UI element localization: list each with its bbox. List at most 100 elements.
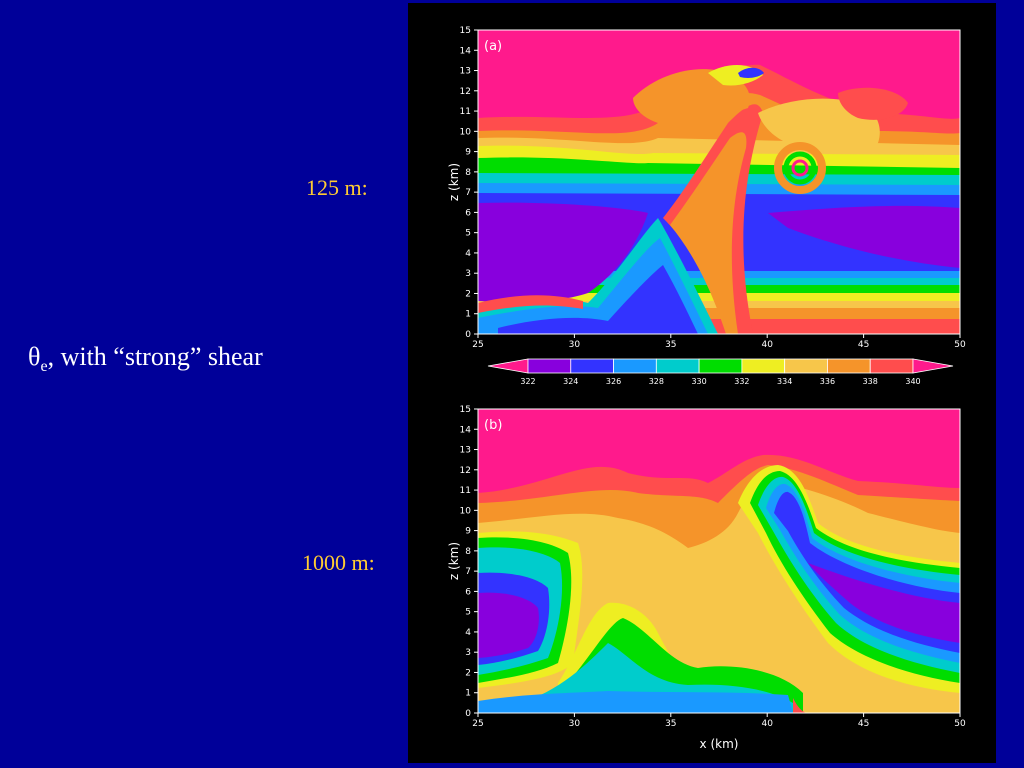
panel-a-frame [477, 29, 961, 335]
colorbar-tick-label: 322 [520, 377, 535, 386]
panel-b-label: (b) [484, 418, 502, 433]
colorbar-max-arrow [912, 358, 954, 374]
swirl-outer [774, 142, 826, 194]
ytick-label: 13 [460, 67, 471, 77]
xtick-label: 45 [858, 340, 869, 350]
colorbar-tick-label: 340 [905, 377, 920, 386]
ytick-label: 12 [460, 466, 471, 476]
panel-b-xticks: 25 30 35 40 45 50 [472, 713, 966, 729]
ytick-label: 10 [460, 127, 472, 137]
ytick-label: 3 [465, 648, 471, 658]
xtick-label: 45 [858, 719, 869, 729]
xtick-label: 35 [665, 719, 676, 729]
panel-b-ylabel: z (km) [447, 542, 461, 580]
colorbar-tick-label: 334 [777, 377, 792, 386]
ytick-label: 1 [465, 310, 471, 320]
field-a-updraft-orange [670, 132, 747, 334]
ytick-label: 11 [460, 486, 471, 496]
field-b-right-purple [808, 563, 960, 643]
ytick-label: 4 [465, 249, 471, 259]
slide-title: θe, with “strong” shear [28, 342, 263, 376]
colorbar-segment [613, 358, 657, 374]
field-b-left-purple [478, 592, 539, 658]
colorbar-segment [827, 358, 871, 374]
ytick-label: 12 [460, 87, 471, 97]
ytick-label: 2 [465, 289, 471, 299]
field-b-surface-lightblue [478, 691, 793, 713]
panel-b-xlabel: x (km) [700, 737, 739, 751]
field-a-anvil-blue [738, 67, 764, 78]
ytick-label: 10 [460, 506, 472, 516]
ytick-label: 13 [460, 446, 471, 456]
ytick-label: 15 [460, 405, 471, 415]
field-a-purple [478, 202, 960, 303]
ytick-label: 5 [465, 608, 471, 618]
colorbar-tick-label: 328 [649, 377, 664, 386]
colorbar-tick-label: 326 [606, 377, 621, 386]
colorbar-segment [655, 358, 700, 374]
field-b-bottom-red [793, 698, 808, 713]
label-1000m: 1000 m: [302, 550, 375, 575]
theta-symbol: θ [28, 342, 41, 371]
ytick-label: 8 [465, 168, 471, 178]
colorbar-tick-label: 336 [820, 377, 835, 386]
field-a-surface-red [478, 295, 583, 313]
ytick-label: 6 [465, 587, 471, 597]
panel-a-xticks: 25 30 35 40 45 50 [472, 334, 966, 350]
xtick-label: 40 [761, 719, 773, 729]
field-a-anvil-red [838, 87, 908, 120]
field-a-plume-blue [498, 265, 698, 334]
ytick-label: 6 [465, 208, 471, 218]
colorbar-tick-label: 332 [734, 377, 749, 386]
colorbar: 322 324 326 328 330 332 334 336 338 340 [487, 358, 954, 386]
ytick-label: 5 [465, 229, 471, 239]
ytick-label: 14 [460, 46, 472, 56]
colorbar-segment [527, 358, 572, 374]
panel-a-label: (a) [484, 39, 502, 54]
ytick-label: 7 [465, 188, 471, 198]
xtick-label: 40 [761, 340, 773, 350]
colorbar-segment [570, 358, 614, 374]
swirl-middle [783, 151, 817, 185]
xtick-label: 50 [954, 340, 966, 350]
colorbar-tick-label: 330 [691, 377, 706, 386]
colorbar-segment [784, 358, 828, 374]
ytick-label: 7 [465, 567, 471, 577]
ytick-label: 1 [465, 689, 471, 699]
panel-b-field [478, 409, 960, 713]
theta-subscript: e [40, 358, 48, 376]
xtick-label: 50 [954, 719, 966, 729]
colorbar-segment [869, 358, 914, 374]
colorbar-tick-label: 324 [563, 377, 578, 386]
ytick-label: 14 [460, 425, 472, 435]
colorbar-tick-label: 338 [863, 377, 878, 386]
panel-a-label-box [483, 36, 513, 54]
panel-b-frame [477, 408, 961, 714]
panel-a-field [478, 30, 960, 334]
colorbar-segment [741, 358, 786, 374]
label-125m: 125 m: [306, 175, 368, 200]
ytick-label: 2 [465, 668, 471, 678]
ytick-label: 0 [465, 709, 471, 719]
colorbar-segment [698, 358, 743, 374]
ytick-label: 3 [465, 269, 471, 279]
xtick-label: 35 [665, 340, 676, 350]
xtick-label: 25 [472, 340, 483, 350]
ytick-label: 9 [465, 527, 471, 537]
title-text: , with “strong” shear [47, 342, 263, 371]
panel-b-label-box [483, 415, 513, 433]
ytick-label: 11 [460, 107, 471, 117]
xtick-label: 25 [472, 719, 483, 729]
ytick-label: 4 [465, 628, 471, 638]
xtick-label: 30 [569, 340, 581, 350]
ytick-label: 9 [465, 148, 471, 158]
ytick-label: 15 [460, 26, 471, 36]
xtick-label: 30 [569, 719, 581, 729]
ytick-label: 8 [465, 547, 471, 557]
panel-a-ylabel: z (km) [447, 163, 461, 201]
swirl-inner [791, 159, 809, 177]
